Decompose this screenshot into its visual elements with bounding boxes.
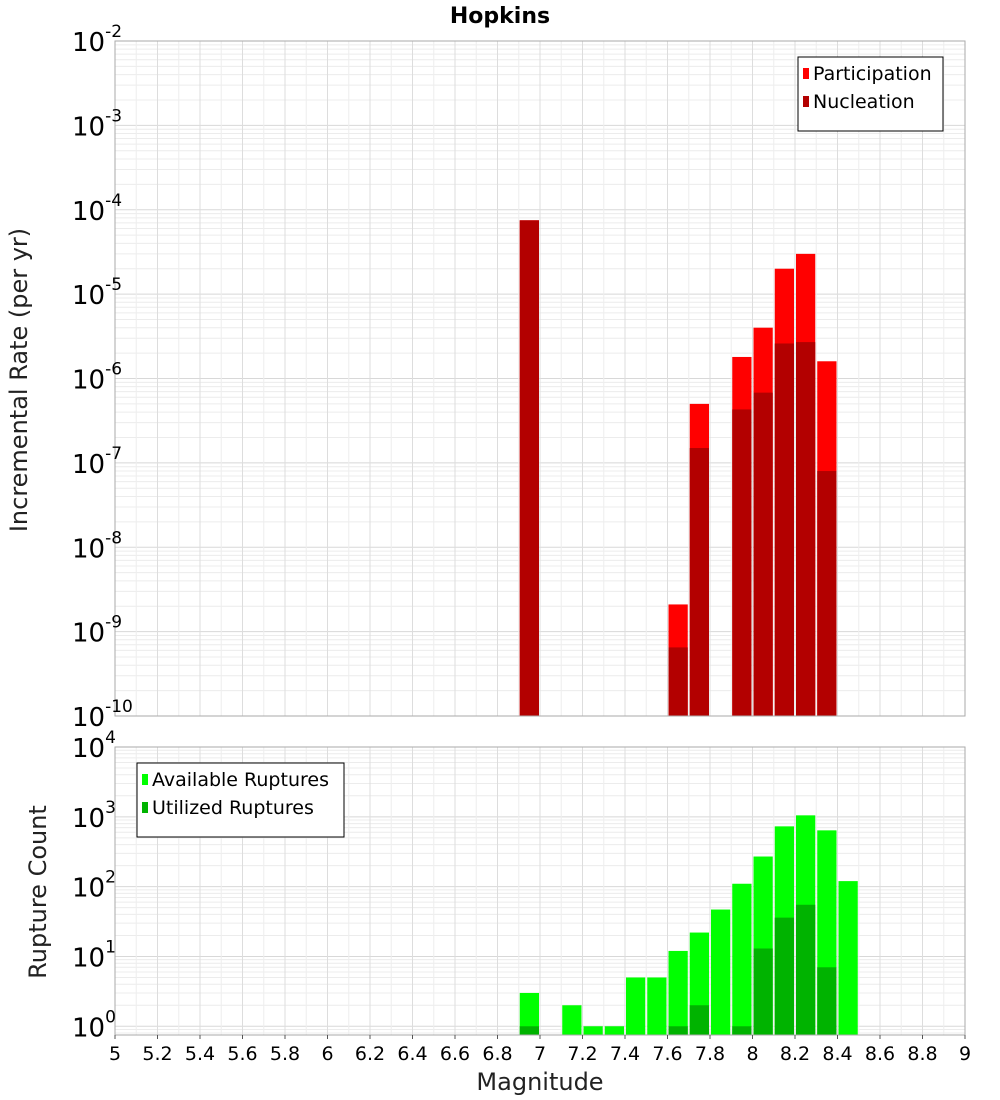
rate-legend-label: Nucleation <box>813 91 915 113</box>
count-y-axis-label: Rupture Count <box>24 805 52 979</box>
x-tick-label: 8.2 <box>780 1043 810 1065</box>
x-tick-label: 9 <box>959 1043 971 1065</box>
count-y-tick-label: 103 <box>72 798 116 834</box>
x-tick-label: 7 <box>534 1043 546 1065</box>
x-tick-label: 6.8 <box>482 1043 512 1065</box>
x-tick-label: 7.8 <box>695 1043 725 1065</box>
count-bar-available-ruptures <box>562 1005 582 1035</box>
count-bar-available-ruptures <box>732 883 752 1035</box>
count-legend-box <box>136 762 345 838</box>
count-bar-utilized-ruptures <box>732 1026 752 1035</box>
x-tick-label: 6.4 <box>397 1043 427 1065</box>
rate-bar-nucleation <box>732 409 752 716</box>
rate-y-tick-label: 10-2 <box>72 22 122 58</box>
x-tick-label: 8 <box>746 1043 758 1065</box>
rate-legend-label: Participation <box>813 63 932 85</box>
count-y-tick-label: 104 <box>72 728 116 764</box>
rate-legend-swatch <box>803 96 809 107</box>
rate-bar-nucleation <box>689 448 709 716</box>
rate-legend-swatch <box>803 68 809 79</box>
rate-y-tick-label: 10-10 <box>72 697 133 733</box>
count-y-tick-label: 102 <box>72 868 116 904</box>
x-tick-label: 7.4 <box>610 1043 640 1065</box>
count-bar-utilized-ruptures <box>753 948 773 1035</box>
rate-y-tick-label: 10-4 <box>72 191 122 227</box>
x-tick-label: 7.2 <box>567 1043 597 1065</box>
x-tick-label: 8.4 <box>822 1043 852 1065</box>
x-tick-label: 8.6 <box>865 1043 895 1065</box>
count-bar-utilized-ruptures <box>689 1005 709 1035</box>
count-legend-swatch <box>142 774 148 785</box>
x-tick-label: 5.4 <box>185 1043 215 1065</box>
count-bar-available-ruptures <box>604 1026 624 1035</box>
count-legend-swatch <box>142 802 148 813</box>
x-tick-label: 7.6 <box>652 1043 682 1065</box>
x-tick-label: 6.6 <box>440 1043 470 1065</box>
panel-count: 100 101 102 103 104 Available Ruptures Utilize… <box>72 728 966 1043</box>
count-bar-available-ruptures <box>668 950 688 1035</box>
count-bar-utilized-ruptures <box>519 1026 539 1035</box>
count-bar-utilized-ruptures <box>668 1026 688 1035</box>
rate-plot-frame <box>114 40 966 717</box>
count-bar-available-ruptures <box>838 881 858 1035</box>
rate-bar-nucleation <box>519 220 539 717</box>
count-bar-available-ruptures <box>647 977 667 1035</box>
count-legend-label: Available Ruptures <box>152 769 329 791</box>
x-tick-label: 5.8 <box>270 1043 300 1065</box>
count-bar-available-ruptures <box>583 1026 603 1035</box>
rate-bar-nucleation <box>796 342 816 716</box>
rate-bar-nucleation <box>753 392 773 716</box>
x-tick-label: 6 <box>321 1043 333 1065</box>
count-legend-label: Utilized Ruptures <box>152 797 314 819</box>
rate-y-axis-label: Incremental Rate (per yr) <box>5 228 33 532</box>
x-tick-label: 5.2 <box>142 1043 172 1065</box>
rate-y-tick-label: 10-5 <box>72 275 122 311</box>
count-bar-available-ruptures <box>626 977 646 1035</box>
count-bar-available-ruptures <box>519 992 539 1035</box>
rate-bar-nucleation <box>817 471 837 716</box>
count-y-tick-label: 101 <box>72 937 116 973</box>
x-axis-label: Magnitude <box>476 1068 603 1096</box>
rate-legend-box <box>797 56 944 132</box>
count-bar-utilized-ruptures <box>817 967 837 1035</box>
rate-bar-nucleation <box>774 343 794 716</box>
chart-title: Hopkins <box>450 4 550 29</box>
x-tick-label: 8.8 <box>907 1043 937 1065</box>
rate-bar-nucleation <box>668 647 688 716</box>
count-bar-available-ruptures <box>711 909 731 1035</box>
x-tick-label: 5.6 <box>227 1043 257 1065</box>
x-tick-label: 6.2 <box>355 1043 385 1065</box>
count-bar-utilized-ruptures <box>774 917 794 1035</box>
panel-rate: 10-1010-910-810-710-610-510-410-310-2Par… <box>72 22 966 733</box>
x-tick-label: 5 <box>109 1043 121 1065</box>
count-y-tick-label: 100 <box>72 1007 116 1043</box>
count-bar-utilized-ruptures <box>796 904 816 1035</box>
rate-y-tick-label: 10-6 <box>72 360 122 396</box>
